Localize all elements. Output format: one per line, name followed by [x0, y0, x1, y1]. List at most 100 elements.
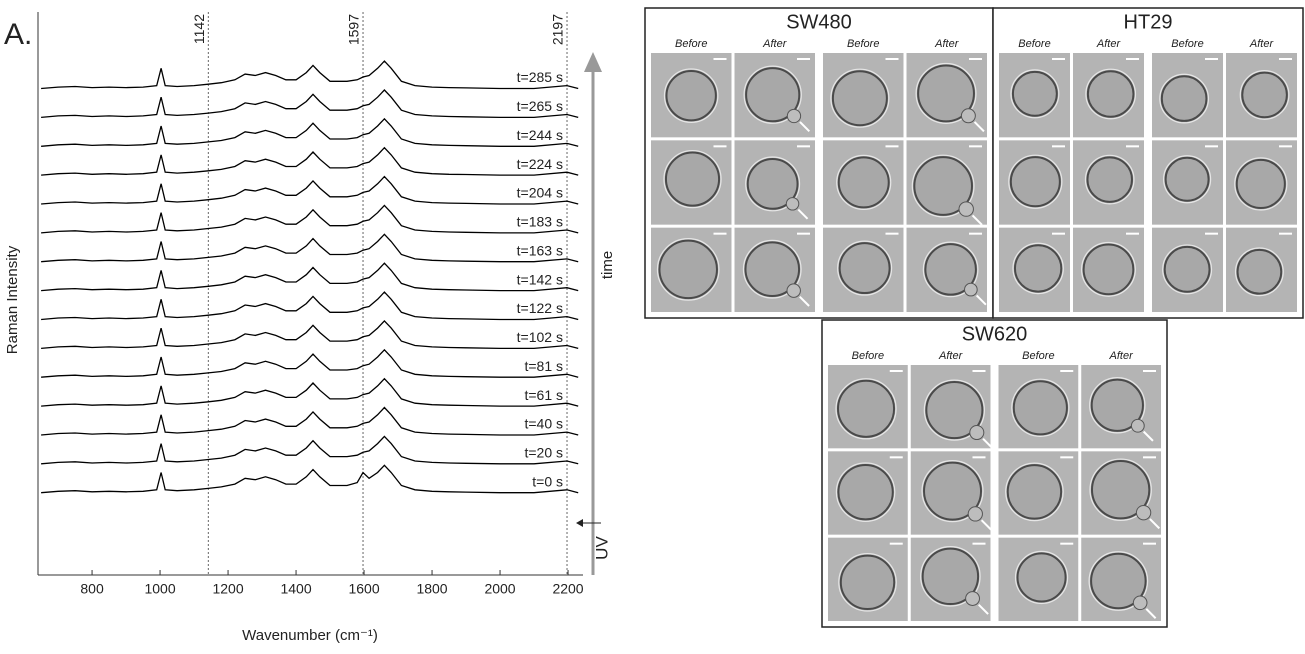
- cell: [1011, 70, 1058, 117]
- cell: [1090, 378, 1144, 432]
- cell-halo: [663, 68, 719, 123]
- bleb: [1130, 418, 1145, 433]
- cell: [1163, 245, 1211, 293]
- cell-halo: [830, 68, 890, 128]
- cell-halo: [1234, 157, 1288, 211]
- x-tick-label: 2000: [484, 581, 515, 597]
- cell-halo: [1014, 550, 1069, 605]
- x-axis-label: Wavenumber (cm⁻¹): [242, 627, 378, 644]
- column-header: Before: [1171, 38, 1203, 50]
- reference-label: 1142: [191, 14, 207, 44]
- arrow: [973, 121, 985, 133]
- cell: [746, 157, 799, 210]
- spectrum: [41, 60, 579, 90]
- series-label: t=102 s: [517, 329, 563, 345]
- cell: [921, 547, 980, 606]
- series-label: t=204 s: [517, 185, 563, 201]
- spectrum: [41, 291, 579, 321]
- reference-label: 2197: [550, 14, 566, 45]
- column-header: Before: [852, 350, 884, 362]
- cell: [1090, 460, 1151, 520]
- column-header: Before: [847, 38, 879, 50]
- series-label: t=265 s: [517, 98, 563, 114]
- x-tick-label: 1600: [348, 581, 379, 597]
- cell-halo: [1012, 242, 1064, 295]
- bleb: [960, 108, 976, 124]
- cell: [1160, 75, 1208, 122]
- spectrum: [41, 435, 579, 465]
- spectrum: [41, 175, 579, 205]
- cell: [1082, 243, 1135, 296]
- cell: [837, 156, 890, 209]
- cell-halo: [1162, 244, 1213, 295]
- bleb: [965, 591, 980, 606]
- cell: [1090, 552, 1147, 610]
- cell-halo: [922, 241, 979, 298]
- series-label: t=20 s: [524, 445, 563, 461]
- cell: [665, 69, 717, 122]
- cell: [838, 242, 891, 295]
- x-tick-label: 2200: [552, 581, 583, 597]
- uv-label: UV: [592, 536, 611, 560]
- panel-label: A.: [4, 18, 32, 51]
- spectrum: [41, 348, 579, 378]
- bleb: [1135, 504, 1152, 521]
- cell-halo: [1234, 247, 1284, 297]
- x-tick-label: 800: [80, 581, 104, 597]
- series-label: t=183 s: [517, 214, 563, 230]
- arrow: [975, 294, 987, 306]
- arrow: [1142, 430, 1154, 442]
- cell-halo: [1162, 155, 1212, 204]
- cell: [1086, 70, 1135, 118]
- spectrum: [41, 146, 579, 176]
- series-label: t=244 s: [517, 127, 563, 143]
- image-panel: HT29 Before After Before After: [992, 7, 1304, 319]
- spectrum: [41, 262, 579, 292]
- cell: [1009, 156, 1061, 208]
- spectrum: [41, 319, 579, 350]
- cell: [837, 463, 894, 521]
- panel-title: HT29: [1124, 11, 1173, 33]
- cell: [839, 554, 896, 611]
- cell-halo: [1085, 68, 1137, 120]
- bleb: [967, 506, 983, 522]
- cell: [1235, 158, 1286, 210]
- cell: [925, 381, 984, 440]
- cell: [1086, 156, 1133, 203]
- cell-halo: [920, 546, 981, 607]
- cell-halo: [1080, 241, 1136, 297]
- cell-halo: [663, 149, 722, 209]
- spectrum: [41, 406, 579, 436]
- arrow: [1149, 518, 1161, 530]
- spectrum: [41, 464, 579, 494]
- cell-halo: [742, 239, 802, 299]
- cell-halo: [745, 156, 801, 212]
- cell: [923, 461, 983, 521]
- series-label: t=40 s: [524, 416, 563, 432]
- arrow: [797, 208, 809, 220]
- column-header: After: [1109, 350, 1135, 362]
- x-tick-label: 1000: [144, 581, 175, 597]
- x-tick-label: 1400: [280, 581, 311, 597]
- panel-title: SW480: [786, 11, 852, 33]
- image-panel: SW620 Before After Before After: [821, 319, 1168, 628]
- bleb: [786, 283, 801, 298]
- series-label: t=285 s: [517, 69, 563, 85]
- cell-halo: [1088, 551, 1149, 611]
- cell: [744, 241, 801, 297]
- cell: [1164, 156, 1210, 202]
- uv-arrowhead: [576, 519, 583, 527]
- spectrum: [41, 233, 579, 263]
- cell-halo: [915, 62, 977, 124]
- cell-halo: [838, 552, 897, 612]
- spectrum: [41, 89, 579, 119]
- series-label: t=122 s: [517, 300, 563, 316]
- cell: [917, 64, 975, 123]
- bleb: [964, 282, 978, 297]
- cell: [1013, 244, 1063, 293]
- cell-halo: [836, 154, 892, 210]
- spectrum: [41, 204, 579, 234]
- bleb: [958, 201, 974, 217]
- cell-halo: [1011, 378, 1070, 437]
